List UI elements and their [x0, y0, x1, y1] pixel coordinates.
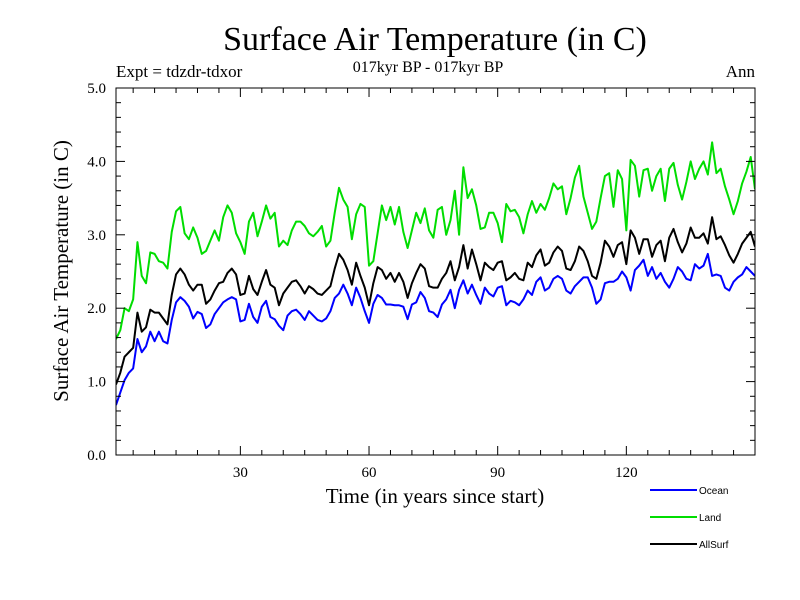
x-tick-label: 60 — [362, 465, 377, 481]
y-tick-label: 5.0 — [87, 81, 106, 97]
legend-label-allsurf: AllSurf — [699, 540, 729, 551]
y-tick-label: 1.0 — [87, 375, 106, 391]
x-tick-label: 90 — [490, 465, 505, 481]
y-axis-label: Surface Air Temperature (in C) — [49, 140, 73, 402]
chart-subtitle: 017kyr BP - 017kyr BP — [353, 59, 504, 76]
y-tick-label: 0.0 — [87, 448, 106, 464]
series-line-land — [116, 141, 755, 340]
y-tick-label: 4.0 — [87, 154, 106, 170]
legend: Ocean Land AllSurf — [650, 486, 729, 551]
y-axis-ticks: 0.0 1.0 2.0 3.0 4.0 5.0 — [87, 81, 755, 464]
x-tick-label: 120 — [615, 465, 638, 481]
period-label: Ann — [726, 62, 756, 81]
legend-label-ocean: Ocean — [699, 486, 728, 497]
y-tick-label: 3.0 — [87, 228, 106, 244]
x-axis-ticks: 30 60 90 120 — [132, 88, 735, 481]
series-line-allsurf — [116, 216, 755, 385]
chart-title: Surface Air Temperature (in C) — [223, 21, 647, 58]
x-axis-label: Time (in years since start) — [326, 484, 545, 508]
experiment-label: Expt = tdzdr-tdxor — [116, 62, 243, 81]
y-tick-label: 2.0 — [87, 301, 106, 317]
series-layer — [116, 141, 755, 406]
series-line-ocean — [116, 252, 755, 406]
x-tick-label: 30 — [233, 465, 248, 481]
plot-frame — [115, 87, 756, 456]
legend-label-land: Land — [699, 513, 721, 524]
